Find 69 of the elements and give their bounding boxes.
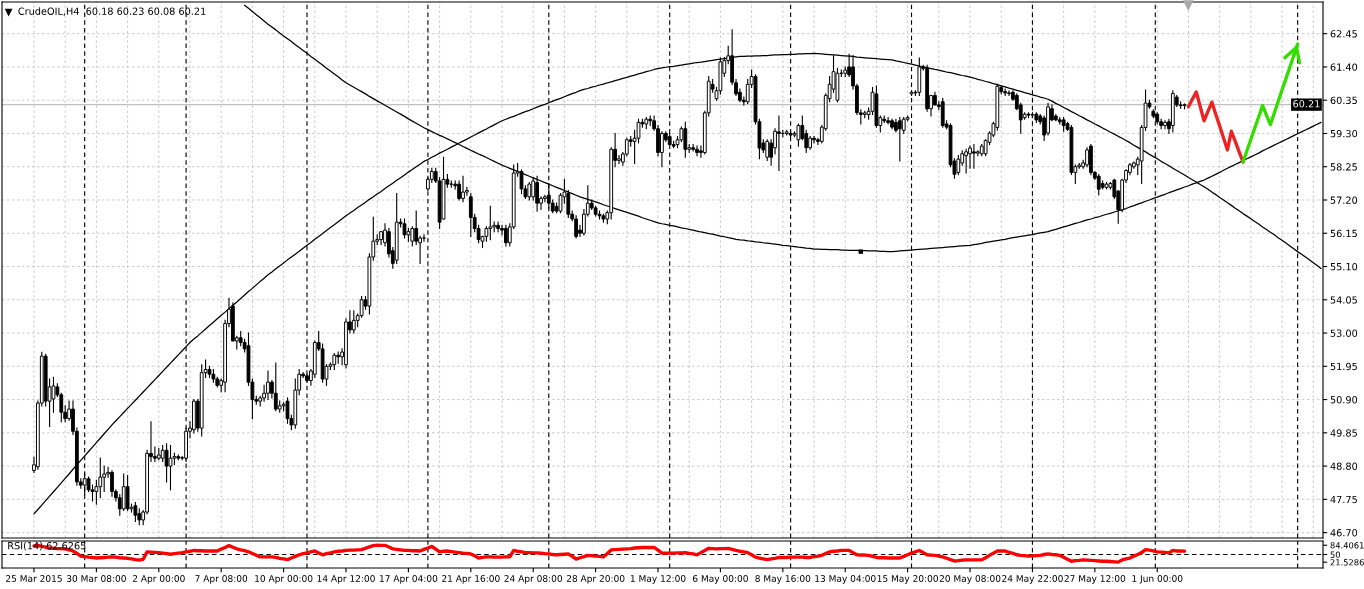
x-tick-label: 28 Apr 20:00: [566, 575, 625, 584]
candlestick: [504, 224, 508, 247]
y-tick-label: 62.45: [1330, 30, 1357, 38]
candlestick: [796, 123, 801, 147]
x-tick-label: 17 Apr 04:00: [379, 575, 438, 584]
y-tick-label: 51.95: [1330, 362, 1357, 371]
y-tick-label: 59.30: [1330, 129, 1358, 138]
x-tick-label: 2 Apr 00:00: [132, 575, 185, 584]
candlestick: [1007, 90, 1011, 97]
y-tick-label: 54.05: [1330, 296, 1357, 304]
y-tick-label: 47.75: [1330, 495, 1357, 504]
y-tick-label: 55.10: [1330, 262, 1358, 271]
candlestick: [777, 115, 781, 172]
candlestick: [121, 473, 126, 511]
candlestick: [964, 148, 969, 174]
x-tick-label: 13 May 04:00: [815, 575, 876, 584]
candlestick: [125, 475, 130, 511]
x-tick-label: 15 May 20:00: [877, 575, 938, 584]
x-tick-label: 20 May 08:00: [939, 575, 1001, 584]
candlestick: [1163, 120, 1167, 130]
y-tick-label: 21.5286: [1330, 559, 1364, 566]
x-tick-label: 27 May 12:00: [1064, 575, 1126, 584]
x-tick-label: 7 Apr 08:00: [195, 575, 248, 584]
x-tick-label: 6 May 00:00: [692, 575, 748, 584]
x-tick-label: 1 Jun 00:00: [1132, 575, 1183, 584]
x-tick-label: 30 Mar 08:00: [66, 575, 126, 582]
y-tick-label: 57.20: [1330, 196, 1358, 204]
candlestick: [972, 143, 976, 169]
candlestick: [351, 310, 356, 334]
candlestick: [266, 370, 270, 401]
y-tick-label: 53.00: [1330, 329, 1358, 337]
x-tick-label: 14 Apr 12:00: [317, 575, 375, 584]
candlestick: [94, 479, 99, 505]
candlestick: [1096, 174, 1101, 196]
chart-title: CrudeOIL,H4 60.18 60.23 60.08 60.21: [18, 7, 206, 16]
candlestick: [359, 296, 364, 318]
x-tick-label: 25 Mar 2015: [6, 575, 62, 582]
x-tick-label: 8 May 16:00: [755, 575, 811, 584]
candlestick: [886, 117, 891, 125]
candlestick: [691, 143, 696, 152]
candlestick: [461, 175, 465, 203]
candlestick: [457, 180, 461, 201]
y-tick-label: 50: [1330, 551, 1340, 558]
candlestick: [956, 155, 961, 176]
candlestick: [468, 193, 473, 237]
ref-line-label: 60.21: [1293, 100, 1320, 108]
x-tick-label: 24 Apr 08:00: [504, 575, 563, 584]
candlestick: [535, 175, 539, 212]
y-tick-label: 49.85: [1330, 429, 1357, 437]
y-tick-label: 61.40: [1330, 63, 1358, 71]
y-tick-label: 60.35: [1330, 96, 1357, 105]
x-tick-label: 1 May 12:00: [630, 575, 686, 584]
x-tick-label: 21 Apr 16:00: [442, 575, 500, 584]
x-tick-label: 24 May 22:00: [1002, 575, 1063, 584]
candlestick: [410, 226, 415, 247]
y-tick-label: 56.15: [1330, 229, 1357, 238]
candlestick: [133, 501, 138, 523]
candlestick: [695, 145, 699, 157]
candlestick: [1003, 88, 1008, 97]
candlestick: [496, 221, 500, 233]
y-tick-label: 46.70: [1330, 529, 1358, 537]
y-tick-label: 50.90: [1330, 396, 1358, 404]
y-tick-label: 48.80: [1330, 462, 1358, 470]
y-tick-label: 58.25: [1330, 163, 1357, 171]
candlestick: [660, 131, 664, 168]
y-tick-label: 84.4061: [1330, 542, 1364, 549]
chart-title: RSI(14) 62.6265: [8, 541, 86, 551]
x-tick-label: 10 Apr 00:00: [255, 575, 313, 584]
line-series: [1186, 90, 1245, 164]
